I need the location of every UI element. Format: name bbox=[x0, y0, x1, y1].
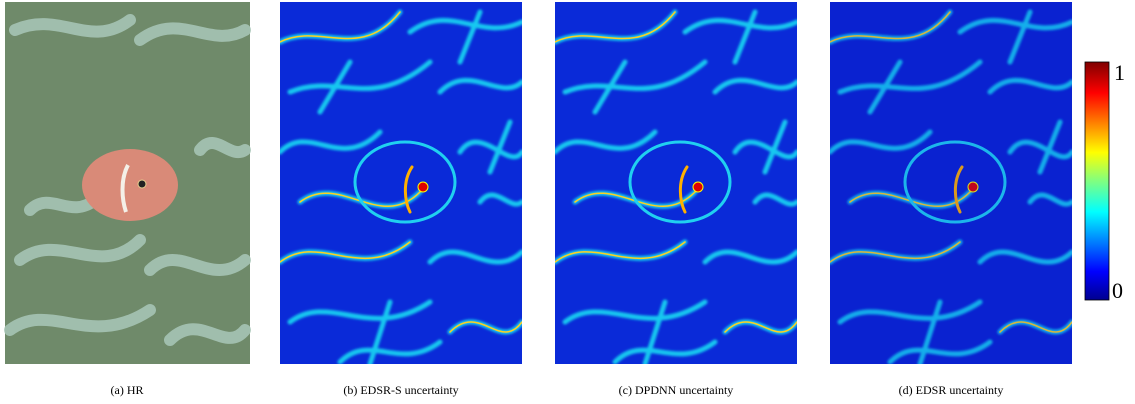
panel-hr bbox=[4, 2, 251, 364]
uncertainty-map bbox=[280, 2, 522, 364]
panel-edsr bbox=[830, 2, 1072, 364]
caption: (a) HR bbox=[111, 383, 144, 397]
fish-eye bbox=[137, 179, 147, 189]
colorbar-min: 0 bbox=[1112, 278, 1123, 303]
caption: (b) EDSR-S uncertainty bbox=[343, 383, 458, 397]
caption: (c) DPDNN uncertainty bbox=[619, 383, 734, 397]
anemone bbox=[4, 14, 251, 346]
fish-stripe bbox=[120, 164, 130, 213]
colorbar-max: 1 bbox=[1114, 60, 1125, 85]
panel-dpdnn bbox=[555, 2, 797, 364]
uncertainty-map bbox=[555, 2, 797, 364]
caption: (d) EDSR uncertainty bbox=[899, 383, 1004, 397]
colorbar bbox=[1084, 61, 1110, 301]
panel-edsr-s bbox=[280, 2, 522, 364]
uncertainty-map bbox=[830, 2, 1072, 364]
fish bbox=[82, 149, 178, 221]
